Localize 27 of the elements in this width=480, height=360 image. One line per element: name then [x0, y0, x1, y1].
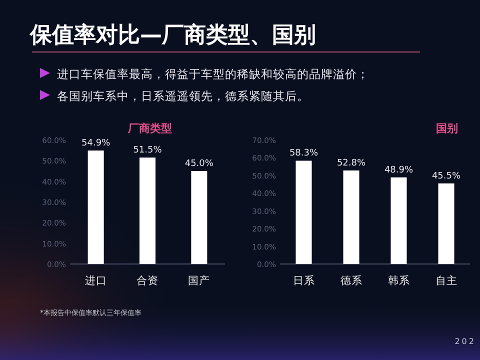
- x-tick-label: 国产: [188, 274, 210, 287]
- bar: [296, 160, 312, 264]
- bar: [438, 183, 454, 264]
- bar: [191, 171, 208, 264]
- data-label: 51.5%: [133, 146, 162, 156]
- data-label: 48.9%: [384, 165, 414, 176]
- chart-title: 厂商类型: [127, 122, 172, 135]
- text: 保值率对比—厂商类型、国别: [29, 22, 316, 48]
- bar: [88, 150, 104, 264]
- text: 202: [454, 337, 476, 346]
- x-tick-label: 合资: [136, 274, 158, 287]
- bar: [390, 177, 407, 264]
- x-tick-label: 日系: [292, 274, 315, 287]
- x-tick-label: 进口: [84, 274, 107, 287]
- data-label: 45.5%: [432, 171, 461, 182]
- bar: [343, 170, 360, 264]
- data-label: 58.3%: [289, 148, 318, 159]
- text: 进口车保值率最高，得益于车型的稀缺和较高的品牌溢价；: [57, 67, 369, 81]
- data-label: 52.8%: [336, 158, 366, 168]
- chart-title: 国别: [436, 122, 458, 135]
- data-label: 54.9%: [82, 138, 111, 149]
- x-tick-label: 韩系: [388, 274, 410, 287]
- x-tick-label: 自主: [435, 274, 458, 287]
- x-tick-label: 德系: [340, 274, 362, 287]
- data-label: 45.0%: [184, 159, 214, 169]
- bar: [140, 158, 156, 264]
- text: 各国别车系中，日系遥遥领先，德系紧随其后。: [57, 89, 309, 103]
